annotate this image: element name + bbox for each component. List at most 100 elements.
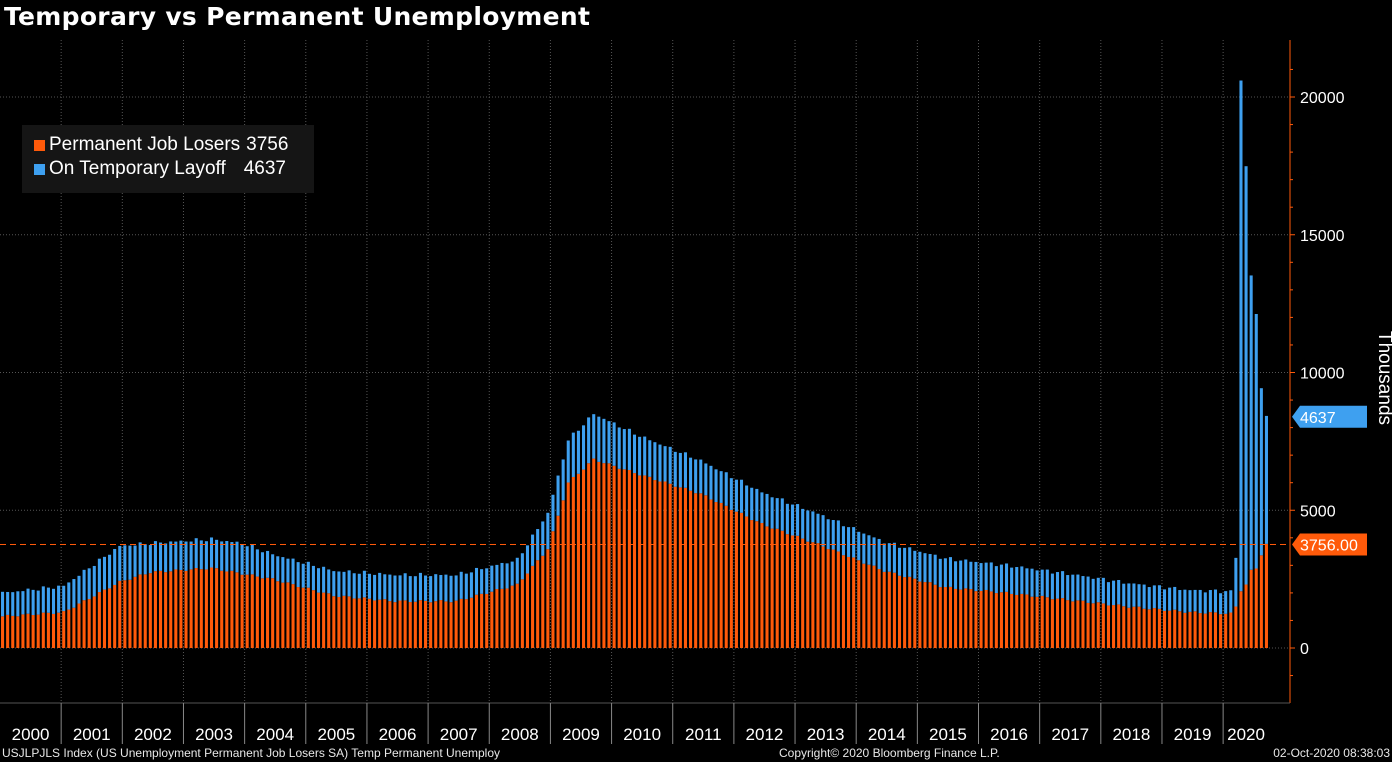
bar-permanent xyxy=(500,588,504,648)
bar-temporary xyxy=(469,572,473,598)
bar-temporary xyxy=(632,434,637,474)
bar-temporary xyxy=(322,566,326,593)
bar-temporary xyxy=(847,527,851,557)
bar-permanent xyxy=(413,601,417,648)
bar-permanent xyxy=(576,473,580,648)
bar-temporary xyxy=(383,574,387,600)
bar-temporary xyxy=(1005,563,1009,592)
bar-permanent xyxy=(490,591,494,648)
bar-permanent xyxy=(113,584,117,648)
x-tick-label: 2002 xyxy=(134,725,172,744)
bar-temporary xyxy=(250,544,254,575)
bar-permanent xyxy=(220,570,224,648)
footer-copyright: Copyright© 2020 Bloomberg Finance L.P. xyxy=(779,746,1000,760)
bar-temporary xyxy=(87,568,91,600)
bar-temporary xyxy=(1055,572,1060,599)
bar-temporary xyxy=(505,563,509,589)
bar-temporary xyxy=(556,475,560,516)
bar-temporary xyxy=(179,540,183,570)
bar-temporary xyxy=(734,479,738,512)
bar-temporary xyxy=(602,418,606,464)
bar-permanent xyxy=(11,615,15,648)
bar-temporary xyxy=(867,535,871,565)
bar-permanent xyxy=(424,600,428,648)
bar-permanent xyxy=(179,569,183,648)
bar-temporary xyxy=(948,557,953,587)
bar-permanent xyxy=(1259,555,1263,648)
bar-permanent xyxy=(918,581,922,648)
bar-temporary xyxy=(281,557,285,583)
bar-temporary xyxy=(143,544,147,575)
bar-permanent xyxy=(378,599,382,648)
bar-permanent xyxy=(1086,602,1090,648)
bar-temporary xyxy=(245,546,249,575)
bar-temporary xyxy=(1168,587,1172,611)
bar-temporary xyxy=(393,575,397,603)
legend-value-temporary: 4637 xyxy=(243,158,287,179)
bar-permanent xyxy=(1132,606,1136,648)
bar-permanent xyxy=(648,476,652,648)
footer: USJLPJLS Index (US Unemployment Permanen… xyxy=(0,744,1392,762)
bar-permanent xyxy=(67,609,71,648)
bar-permanent xyxy=(434,601,438,648)
bar-temporary xyxy=(204,541,208,570)
bar-permanent xyxy=(1249,569,1253,648)
bar-temporary xyxy=(683,452,687,488)
bar-temporary xyxy=(862,533,866,564)
bar-permanent xyxy=(1264,543,1268,648)
bar-permanent xyxy=(933,584,937,648)
bar-temporary xyxy=(709,465,713,500)
bar-temporary xyxy=(296,562,300,588)
bar-permanent xyxy=(556,515,560,648)
y-tick-label: 10000 xyxy=(1300,366,1345,383)
bar-temporary xyxy=(903,547,907,578)
bar-permanent xyxy=(1010,593,1014,648)
bar-permanent xyxy=(357,598,361,648)
bar-permanent xyxy=(673,486,677,648)
bar-permanent xyxy=(984,589,988,648)
x-tick-label: 2000 xyxy=(12,725,50,744)
bar-permanent xyxy=(169,571,173,648)
bar-temporary xyxy=(378,572,382,600)
bar-permanent xyxy=(587,463,591,648)
bar-permanent xyxy=(102,589,107,648)
x-tick-label: 2009 xyxy=(562,725,600,744)
bar-permanent xyxy=(373,600,377,648)
bar-permanent xyxy=(1091,603,1095,648)
bar-temporary xyxy=(938,558,942,588)
bar-temporary xyxy=(658,444,662,482)
bar-permanent xyxy=(480,593,484,648)
bar-temporary xyxy=(82,569,86,601)
bar-permanent xyxy=(128,579,132,648)
bar-permanent xyxy=(225,571,229,648)
x-tick-label: 2018 xyxy=(1112,725,1150,744)
bar-permanent xyxy=(209,567,214,648)
bar-temporary xyxy=(1081,576,1085,601)
bar-permanent xyxy=(811,542,815,648)
bar-permanent xyxy=(1244,584,1248,648)
bar-permanent xyxy=(352,598,356,648)
bar-temporary xyxy=(316,568,321,593)
bar-temporary xyxy=(337,571,341,597)
last-value-permanent-bg xyxy=(1292,533,1367,556)
x-tick-label: 2010 xyxy=(623,725,661,744)
bar-temporary xyxy=(1198,589,1202,614)
bar-permanent xyxy=(1147,609,1151,648)
bar-permanent xyxy=(6,614,10,648)
bar-temporary xyxy=(77,575,81,604)
bar-permanent xyxy=(704,495,708,648)
bar-temporary xyxy=(1224,591,1228,614)
bar-permanent xyxy=(327,593,331,648)
bar-temporary xyxy=(622,429,626,470)
x-tick-label: 2017 xyxy=(1051,725,1089,744)
bar-temporary xyxy=(806,510,810,542)
bar-temporary xyxy=(1050,573,1054,600)
bar-permanent xyxy=(571,476,575,648)
bar-permanent xyxy=(159,570,163,648)
bar-temporary xyxy=(271,554,275,579)
bar-permanent xyxy=(612,465,616,648)
bar-temporary xyxy=(306,561,310,588)
bar-permanent xyxy=(332,596,336,648)
bar-temporary xyxy=(959,560,963,590)
bar-temporary xyxy=(398,575,402,601)
